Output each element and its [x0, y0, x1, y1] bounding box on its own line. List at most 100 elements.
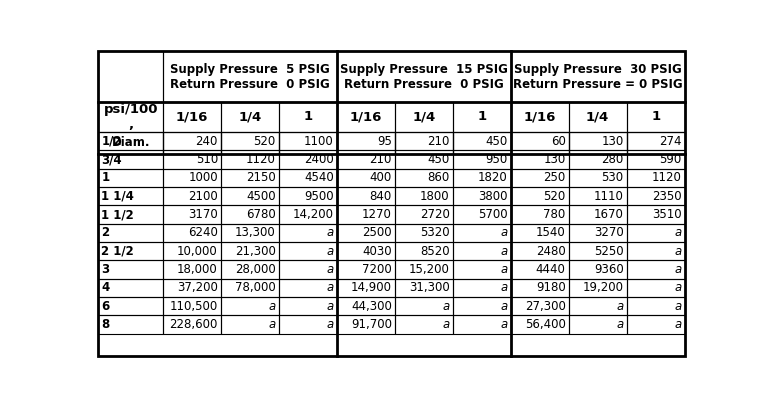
Bar — [626, 297, 685, 315]
Bar — [99, 132, 163, 154]
Bar — [99, 206, 163, 224]
Bar — [510, 187, 568, 206]
Text: 13,300: 13,300 — [235, 226, 276, 239]
Text: 274: 274 — [659, 135, 681, 148]
Bar — [279, 169, 337, 187]
Bar — [626, 132, 685, 154]
Text: a: a — [500, 281, 508, 294]
Text: 1/4: 1/4 — [238, 110, 261, 123]
Text: 510: 510 — [196, 153, 218, 166]
Bar — [279, 102, 337, 132]
Text: psi/100
,: psi/100 , — [103, 103, 158, 131]
Bar — [221, 132, 279, 150]
Text: 210: 210 — [370, 153, 392, 166]
Bar — [395, 297, 453, 315]
Bar — [163, 102, 221, 132]
Bar — [337, 132, 395, 154]
Text: 2480: 2480 — [536, 245, 565, 258]
Bar — [99, 242, 163, 260]
Bar — [221, 187, 279, 206]
Bar — [510, 52, 685, 102]
Bar — [510, 206, 568, 224]
Text: 250: 250 — [543, 171, 565, 185]
Bar — [337, 187, 395, 206]
Bar — [510, 279, 568, 297]
Bar — [99, 52, 163, 102]
Bar — [568, 150, 626, 169]
Text: 3510: 3510 — [652, 208, 681, 221]
Text: 2 1/2: 2 1/2 — [102, 245, 134, 258]
Bar — [453, 279, 510, 297]
Bar — [568, 150, 626, 169]
Text: 1270: 1270 — [362, 208, 392, 221]
Text: a: a — [500, 263, 508, 276]
Bar — [99, 297, 163, 315]
Bar — [510, 132, 568, 154]
Bar — [163, 297, 221, 315]
Text: a: a — [326, 318, 334, 331]
Bar — [510, 102, 568, 132]
Text: Supply Pressure  30 PSIG
Return Pressure = 0 PSIG: Supply Pressure 30 PSIG Return Pressure … — [513, 62, 682, 91]
Bar — [99, 315, 163, 334]
Bar — [279, 132, 337, 150]
Bar — [568, 260, 626, 279]
Text: 1 1/2: 1 1/2 — [102, 208, 134, 221]
Bar — [568, 315, 626, 334]
Bar — [337, 150, 395, 169]
Bar — [395, 169, 453, 187]
Text: a: a — [326, 263, 334, 276]
Bar — [453, 169, 510, 187]
Bar — [395, 187, 453, 206]
Bar — [510, 279, 568, 297]
Text: 9360: 9360 — [594, 263, 623, 276]
Text: 21,300: 21,300 — [235, 245, 276, 258]
Text: 530: 530 — [601, 171, 623, 185]
Bar — [568, 297, 626, 315]
Text: 228,600: 228,600 — [170, 318, 218, 331]
Bar — [453, 102, 510, 132]
Bar — [99, 132, 163, 150]
Text: 1/2: 1/2 — [102, 135, 122, 148]
Text: 4500: 4500 — [246, 190, 276, 203]
Text: 1/16: 1/16 — [350, 110, 382, 123]
Bar — [453, 297, 510, 315]
Bar — [221, 169, 279, 187]
Bar — [568, 187, 626, 206]
Bar — [279, 150, 337, 169]
Text: 3: 3 — [102, 263, 109, 276]
Bar — [279, 315, 337, 334]
Bar — [163, 52, 337, 102]
Bar — [221, 224, 279, 242]
Bar — [395, 260, 453, 279]
Bar — [510, 242, 568, 260]
Text: 44,300: 44,300 — [351, 300, 392, 313]
Text: a: a — [675, 281, 681, 294]
Bar — [568, 242, 626, 260]
Bar — [337, 132, 395, 154]
Bar — [510, 169, 568, 187]
Bar — [221, 150, 279, 169]
Text: a: a — [442, 318, 450, 331]
Text: 2400: 2400 — [304, 153, 334, 166]
Bar — [395, 102, 453, 132]
Bar — [99, 187, 163, 206]
Text: 78,000: 78,000 — [235, 281, 276, 294]
Text: 31,300: 31,300 — [409, 281, 450, 294]
Bar — [568, 297, 626, 315]
Bar — [99, 169, 163, 187]
Bar — [626, 242, 685, 260]
Bar — [99, 206, 163, 224]
Bar — [279, 297, 337, 315]
Bar — [510, 260, 568, 279]
Text: 110,500: 110,500 — [170, 300, 218, 313]
Text: 4030: 4030 — [362, 245, 392, 258]
Bar — [453, 132, 510, 154]
Bar — [626, 132, 685, 150]
Bar — [99, 279, 163, 297]
Bar — [510, 224, 568, 242]
Bar — [453, 150, 510, 169]
Bar — [337, 297, 395, 315]
Text: 400: 400 — [370, 171, 392, 185]
Bar — [163, 279, 221, 297]
Text: 6240: 6240 — [188, 226, 218, 239]
